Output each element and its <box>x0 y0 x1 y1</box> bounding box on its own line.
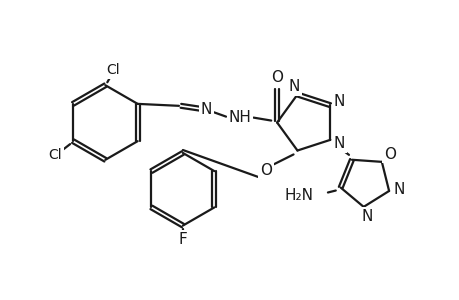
Text: O: O <box>259 163 271 178</box>
Text: Cl: Cl <box>106 64 120 77</box>
Text: NH: NH <box>228 110 251 125</box>
Text: O: O <box>383 146 395 161</box>
Text: F: F <box>178 232 187 247</box>
Text: N: N <box>361 209 372 224</box>
Text: N: N <box>392 182 404 196</box>
Text: N: N <box>333 136 344 151</box>
Text: O: O <box>270 70 282 85</box>
Text: H₂N: H₂N <box>284 188 313 203</box>
Text: Cl: Cl <box>49 148 62 162</box>
Text: N: N <box>333 94 344 109</box>
Text: N: N <box>200 102 212 117</box>
Text: N: N <box>288 79 300 94</box>
